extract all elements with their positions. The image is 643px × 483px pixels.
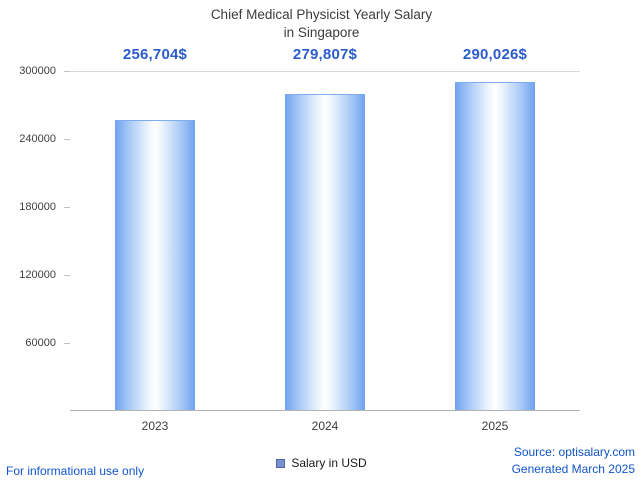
bar-value-label: 256,704$ <box>122 46 188 63</box>
y-tick-label: 60000 <box>25 337 56 349</box>
source-link[interactable]: Source: optisalary.com <box>513 445 635 460</box>
chart-title-line1: Chief Medical Physicist Yearly Salary <box>210 7 433 22</box>
y-tick-label: 180000 <box>19 201 56 213</box>
chart-title: Chief Medical Physicist Yearly Salary in… <box>0 6 643 42</box>
bar-2023 <box>115 120 195 411</box>
gridline-top <box>70 71 580 72</box>
x-axis-label-2024: 2024 <box>311 419 339 433</box>
x-axis-labels-row: 2023 2024 2025 <box>70 419 580 433</box>
plot-area <box>64 71 580 411</box>
bar-value-label: 290,026$ <box>462 46 528 63</box>
y-tick-mark <box>64 343 70 344</box>
y-tick-mark <box>64 71 70 72</box>
x-axis-line <box>70 410 580 411</box>
legend-swatch-icon <box>276 458 286 468</box>
informational-use-link[interactable]: For informational use only <box>6 464 145 478</box>
legend[interactable]: Salary in USD <box>0 456 643 470</box>
bar-2025 <box>455 82 535 411</box>
y-axis: 60000 120000 180000 240000 300000 <box>0 65 64 411</box>
x-axis-label-2023: 2023 <box>141 419 169 433</box>
bar-2024 <box>285 94 365 411</box>
y-tick-mark <box>64 275 70 276</box>
y-tick-label: 120000 <box>19 269 56 281</box>
generated-date-text: Generated March 2025 <box>511 462 635 477</box>
y-tick-mark <box>64 207 70 208</box>
y-tick-label: 300000 <box>19 65 56 77</box>
bar-value-labels-row: 256,704$ 279,807$ 290,026$ <box>70 46 580 63</box>
legend-label: Salary in USD <box>291 456 367 470</box>
bar-value-label: 279,807$ <box>292 46 358 63</box>
y-tick-mark <box>64 139 70 140</box>
y-tick-label: 240000 <box>19 133 56 145</box>
x-axis-label-2025: 2025 <box>481 419 509 433</box>
bars-area <box>70 71 580 411</box>
chart-title-line2: in Singapore <box>283 24 360 40</box>
footer-source-block: Source: optisalary.com Generated March 2… <box>512 444 635 478</box>
